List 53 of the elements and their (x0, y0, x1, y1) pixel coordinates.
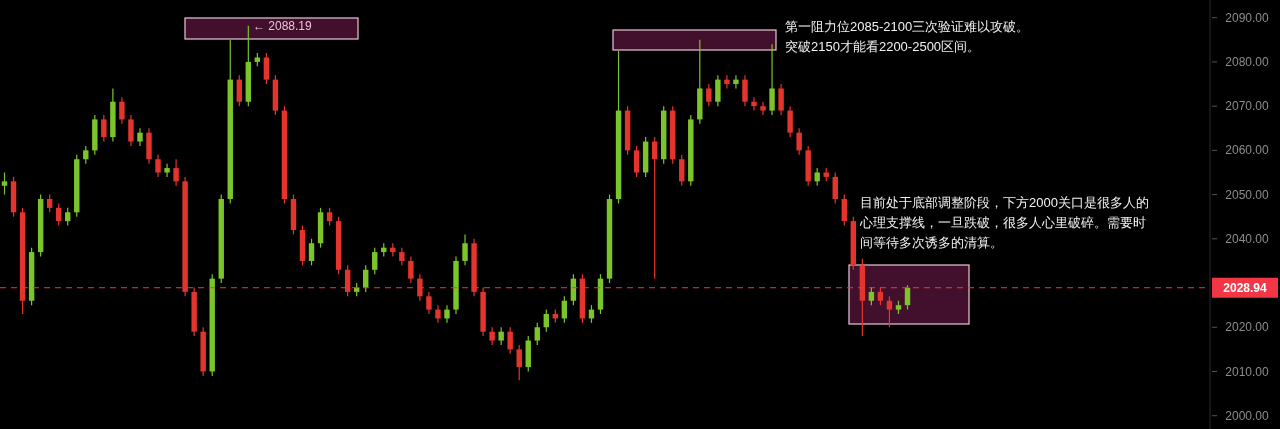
candlestick (832, 171, 838, 205)
candlestick (724, 74, 730, 90)
y-tick-label: 2090.00 (1225, 10, 1270, 25)
y-tick-label: 2000.00 (1225, 408, 1270, 423)
candlestick (119, 96, 125, 125)
y-tick-label: 2020.00 (1225, 320, 1270, 335)
candlestick (164, 163, 170, 178)
candlestick (507, 326, 513, 355)
candlestick (760, 101, 766, 116)
candlestick (155, 154, 161, 178)
candlestick (679, 154, 685, 187)
candlestick (236, 74, 242, 107)
candlestick (543, 308, 550, 333)
candlestick (796, 127, 802, 156)
annotation: ← 2088.19 (253, 18, 313, 35)
candlestick (1, 171, 8, 196)
candlestick (778, 83, 784, 116)
y-tick-label: 2080.00 (1225, 54, 1270, 69)
candlestick (516, 344, 522, 381)
candlestick (417, 273, 423, 302)
candlestick (344, 264, 351, 297)
candlestick (173, 158, 179, 187)
candlestick (904, 284, 911, 311)
candlestick (462, 233, 468, 266)
candlestick (308, 238, 315, 266)
candlestick (841, 194, 847, 227)
annotation: 第一阻力位2085-2100三次验证难以攻破。突破2150才能看2200-2500区间。 (785, 18, 1031, 56)
candlestick (769, 43, 775, 116)
candlestick (435, 304, 441, 324)
candlestick (128, 114, 134, 147)
candlestick (706, 83, 712, 107)
y-tick-label: 2070.00 (1225, 99, 1270, 114)
candlestick (408, 255, 414, 284)
candlestick (715, 74, 721, 107)
candlestick (751, 96, 757, 112)
candlestick (263, 52, 270, 85)
y-tick-label: 2050.00 (1225, 187, 1270, 202)
y-tick-label: 2040.00 (1225, 231, 1270, 246)
y-tick-label: 2010.00 (1225, 364, 1270, 379)
candlestick (55, 202, 62, 227)
candlestick (426, 291, 432, 315)
candlestick (633, 145, 640, 178)
candlestick (534, 322, 540, 346)
y-tick-label: 2060.00 (1225, 143, 1270, 158)
candlestick (733, 74, 739, 90)
candlestick (101, 114, 107, 143)
annotation: 目前处于底部调整阶段，下方2000关口是很多人的心理支撑线，一旦跌破，很多人心里破碎。需要时间等待多次诱多的清算。 (860, 194, 1150, 252)
candlestick (742, 74, 748, 107)
ref-line-label: 2028.94 (1223, 280, 1268, 295)
candlestick (886, 295, 893, 328)
candlestick (787, 105, 793, 138)
candlestick (372, 247, 378, 275)
candlestick (444, 304, 450, 324)
